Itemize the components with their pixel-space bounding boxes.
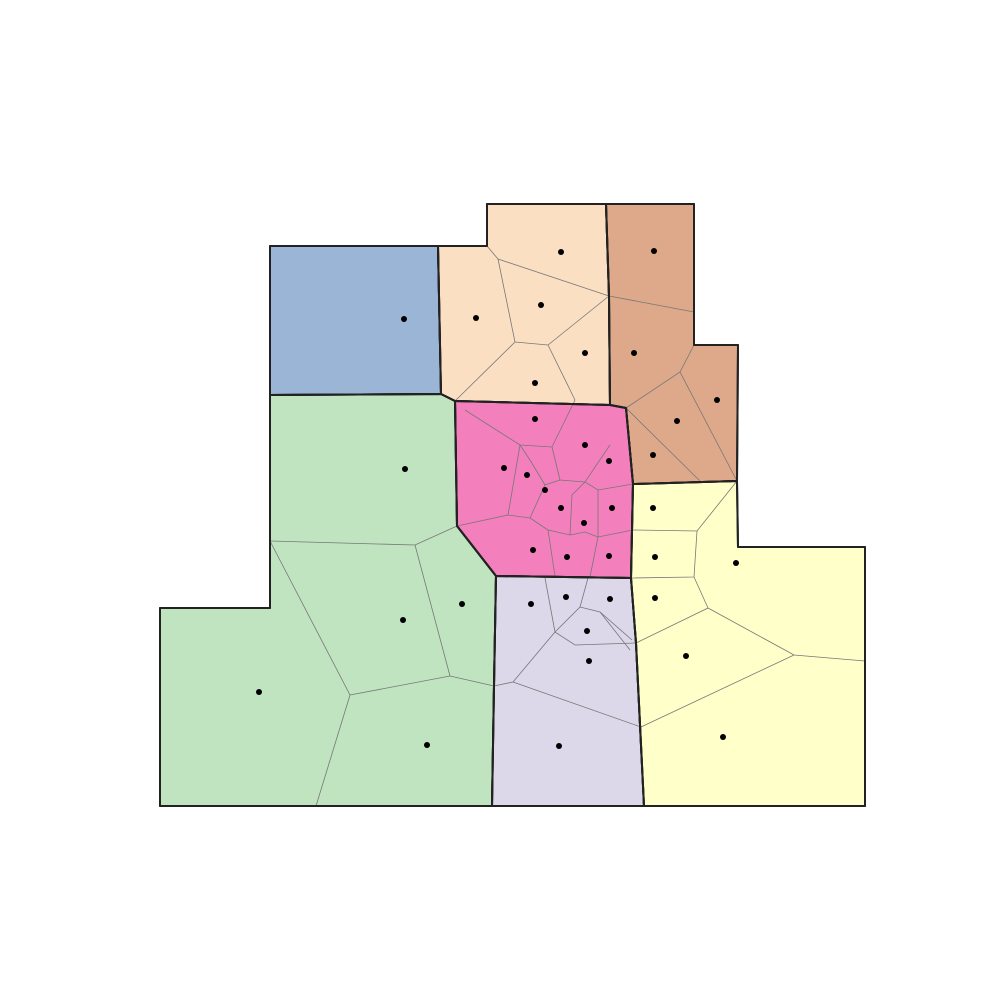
cell-edge (547, 529, 634, 538)
site-point (631, 350, 637, 356)
site-point (609, 505, 615, 511)
site-point (530, 547, 536, 553)
site-point (401, 316, 407, 322)
cell-edge (507, 479, 561, 519)
site-point (650, 505, 656, 511)
cell-edge (679, 371, 738, 482)
region-yellow (630, 480, 866, 807)
site-point (733, 560, 739, 566)
cell-edge (640, 654, 795, 728)
cell-edge (551, 444, 611, 483)
site-point (538, 302, 544, 308)
site-point (582, 350, 588, 356)
site-point (651, 248, 657, 254)
site-point (501, 465, 507, 471)
site-point (424, 742, 430, 748)
site-point (683, 653, 689, 659)
site-point (558, 505, 564, 511)
site-point (650, 452, 656, 458)
cell-edge (493, 577, 556, 687)
region-lavender (491, 575, 645, 807)
region-peach (437, 203, 611, 406)
cell-edge (414, 544, 451, 677)
site-point (581, 520, 587, 526)
site-point (256, 689, 262, 695)
cell-edge (512, 681, 642, 728)
site-point (532, 416, 538, 422)
site-point (606, 553, 612, 559)
cell-edge (519, 444, 546, 486)
site-point (652, 554, 658, 560)
site-point (524, 472, 530, 478)
site-point (720, 734, 726, 740)
site-point (556, 743, 562, 749)
cell-edge (589, 490, 599, 578)
site-point (558, 249, 564, 255)
cell-edge (608, 295, 695, 313)
site-point (459, 601, 465, 607)
site-point (584, 628, 590, 634)
site-point (542, 487, 548, 493)
cell-edge (625, 407, 701, 482)
cell-edge (569, 481, 586, 536)
site-point (607, 596, 613, 602)
site-point (714, 397, 720, 403)
site-point (402, 466, 408, 472)
site-point (586, 658, 592, 664)
site-point (400, 617, 406, 623)
cell-edge (554, 631, 637, 646)
site-point (528, 601, 534, 607)
site-point (532, 380, 538, 386)
cell-edge (547, 344, 576, 401)
site-point (563, 594, 569, 600)
site-point (674, 418, 680, 424)
site-point (606, 458, 612, 464)
site-point (582, 442, 588, 448)
region-blue (269, 245, 442, 396)
site-point (473, 315, 479, 321)
region-yellow-border (630, 480, 866, 807)
cell-edge (464, 399, 576, 448)
region-green (159, 393, 497, 807)
site-point (564, 554, 570, 560)
site-point (652, 595, 658, 601)
